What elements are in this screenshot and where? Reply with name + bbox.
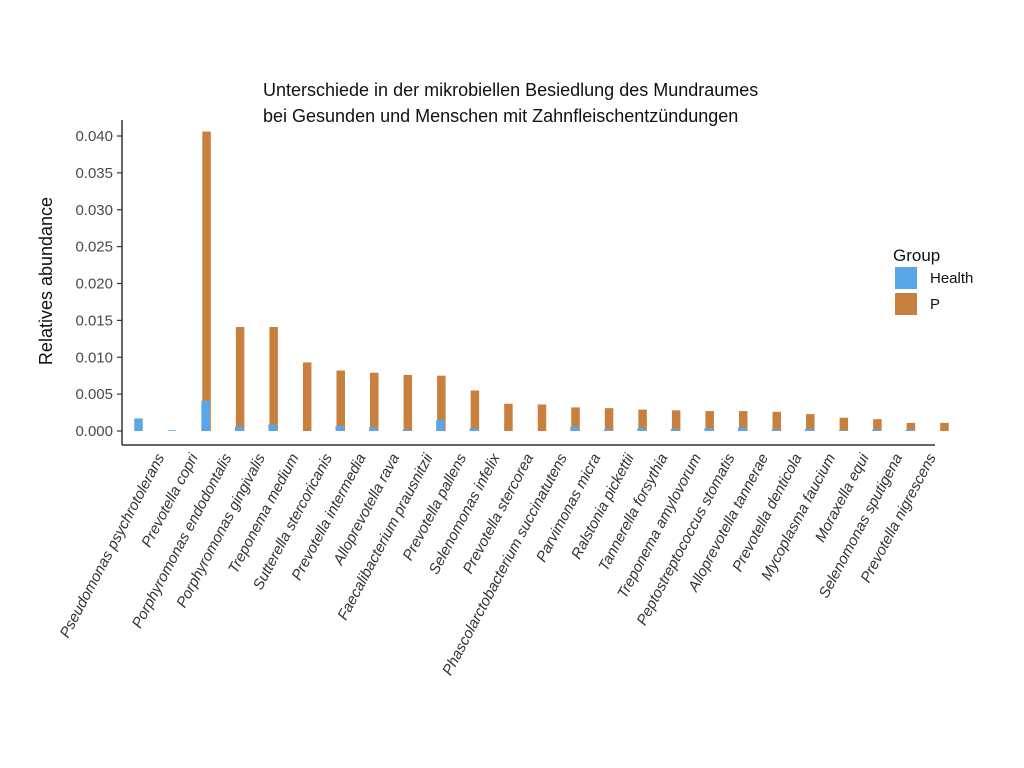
bar-p-16 — [705, 411, 714, 431]
bar-p-17 — [738, 411, 748, 431]
y-tick-label: 0.005 — [75, 386, 113, 403]
legend-swatch-health — [895, 267, 917, 289]
bar-p-20 — [839, 417, 849, 431]
bar-health-8 — [402, 429, 412, 431]
y-axis-ticks: 0.000 0.005 0.010 0.015 0.020 0.025 0.030 0.035… — [75, 128, 122, 440]
bar-p-10 — [504, 403, 513, 431]
bar-p-9 — [470, 390, 480, 431]
bar-health-2 — [201, 400, 210, 431]
bar-p-18 — [772, 411, 782, 431]
bar-p-15 — [671, 410, 681, 431]
bar-health-23 — [905, 429, 915, 431]
bar-p-12 — [571, 407, 580, 431]
bar-health-16 — [670, 428, 680, 431]
bar-p-14 — [638, 409, 647, 431]
bar-health-13 — [570, 426, 579, 431]
bar-health-19 — [771, 429, 781, 431]
bar-p-5 — [336, 370, 345, 431]
bar-health-3 — [234, 426, 244, 431]
legend-label-health: Health — [930, 270, 973, 287]
bar-health-20 — [805, 428, 814, 431]
bar-health-10 — [469, 428, 479, 431]
y-axis-title: Relatives abundance — [36, 197, 56, 365]
y-tick-label: 0.000 — [75, 423, 113, 440]
bar-p-7 — [403, 374, 413, 431]
plot-area — [121, 120, 949, 446]
bar-p-13 — [604, 408, 614, 431]
y-tick-label: 0.035 — [75, 165, 113, 182]
bar-health-22 — [872, 429, 881, 431]
y-tick-label: 0.015 — [75, 312, 113, 329]
bar-p-4 — [302, 362, 312, 431]
bar-p-19 — [806, 414, 815, 431]
bar-health-1 — [167, 430, 177, 431]
bar-p-2 — [235, 327, 245, 431]
bar-health-17 — [704, 428, 713, 431]
bar-health-6 — [335, 425, 345, 431]
bar-health-7 — [369, 427, 378, 431]
bar-health-21 — [838, 430, 848, 431]
chart-title-line-1: Unterschiede in der mikrobiellen Besiedl… — [263, 80, 758, 100]
bar-p-6 — [370, 372, 379, 431]
legend-swatch-p — [895, 293, 917, 315]
y-tick-label: 0.025 — [75, 239, 113, 256]
bar-p-22 — [906, 422, 916, 431]
bar-p-21 — [873, 419, 882, 431]
bar-health-0 — [134, 418, 143, 431]
y-tick-label: 0.020 — [75, 276, 113, 293]
legend-label-p: P — [930, 296, 940, 313]
y-tick-label: 0.040 — [75, 128, 113, 145]
bar-p-1 — [202, 131, 211, 431]
chart-title: Unterschiede in der mikrobiellen Besiedl… — [263, 80, 758, 126]
bar-health-4 — [268, 424, 277, 431]
bar-health-9 — [436, 419, 445, 431]
bar-p-3 — [269, 327, 278, 431]
bar-health-14 — [603, 429, 613, 431]
chart-title-line-2: bei Gesunden und Menschen mit Zahnfleisc… — [263, 106, 738, 126]
bar-health-18 — [738, 427, 747, 431]
legend-title: Group — [893, 246, 940, 265]
bar-p-11 — [537, 404, 547, 431]
legend: Group Health P — [893, 246, 973, 315]
y-tick-label: 0.010 — [75, 349, 113, 366]
y-tick-label: 0.030 — [75, 202, 113, 219]
bar-health-15 — [637, 428, 646, 431]
bar-p-8 — [437, 375, 446, 431]
bar-p-23 — [940, 422, 949, 431]
